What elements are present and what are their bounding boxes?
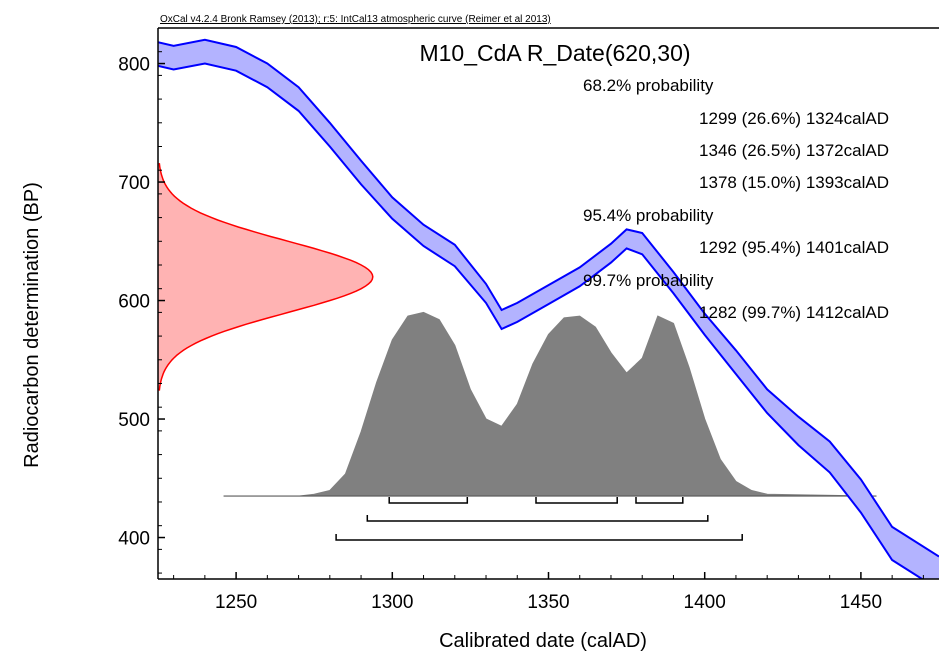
annotation-95-heading: 95.4% probability bbox=[583, 206, 714, 225]
y-tick-label-700: 700 bbox=[118, 173, 150, 194]
y-tick-label-600: 600 bbox=[118, 292, 150, 313]
range-bar-682-2 bbox=[535, 497, 618, 504]
annotation-68-heading: 68.2% probability bbox=[583, 76, 714, 95]
software-header: OxCal v4.2.4 Bronk Ramsey (2013); r:5: I… bbox=[160, 14, 551, 25]
calibration-curve-upper bbox=[158, 38, 939, 558]
x-axis-title: Calibrated date (calAD) bbox=[439, 630, 647, 652]
calibration-curve-lower bbox=[158, 62, 924, 579]
axis-ticks: 1250 1300 1350 1400 1450 400 500 600 700 800 bbox=[118, 27, 924, 613]
chart-title: M10_CdA R_Date(620,30) bbox=[419, 40, 690, 66]
range-bar-682-3 bbox=[635, 497, 684, 504]
x-tick-label-1450: 1450 bbox=[840, 592, 882, 613]
range-bar-997-1 bbox=[335, 534, 743, 541]
x-tick-label-1400: 1400 bbox=[684, 592, 726, 613]
x-tick-label-1350: 1350 bbox=[527, 592, 569, 613]
range-bar-954-1 bbox=[366, 515, 709, 522]
probability-range-bars bbox=[335, 497, 743, 541]
annotation-68-range-2: 1346 (26.5%) 1372calAD bbox=[699, 141, 889, 160]
range-bar-682-1 bbox=[388, 497, 469, 504]
annotation-68-range-1: 1299 (26.6%) 1324calAD bbox=[699, 109, 889, 128]
probability-annotations: 68.2% probability 1299 (26.6%) 1324calAD… bbox=[583, 76, 889, 322]
annotation-99-range-1: 1282 (99.7%) 1412calAD bbox=[699, 303, 889, 322]
annotation-68-range-3: 1378 (15.0%) 1393calAD bbox=[699, 173, 889, 192]
annotation-99-heading: 99.7% probability bbox=[583, 271, 714, 290]
y-axis-title: Radiocarbon determination (BP) bbox=[21, 182, 43, 468]
measurement-distribution-area bbox=[158, 163, 373, 391]
measurement-distribution-outline bbox=[158, 163, 374, 391]
y-tick-label-800: 800 bbox=[118, 55, 150, 76]
plot-data-layer bbox=[158, 38, 939, 579]
x-tick-label-1300: 1300 bbox=[371, 592, 413, 613]
annotation-95-range-1: 1292 (95.4%) 1401calAD bbox=[699, 238, 889, 257]
posterior-distribution-area bbox=[223, 311, 877, 497]
x-tick-label-1250: 1250 bbox=[215, 592, 257, 613]
y-tick-label-400: 400 bbox=[118, 529, 150, 550]
y-tick-label-500: 500 bbox=[118, 410, 150, 431]
